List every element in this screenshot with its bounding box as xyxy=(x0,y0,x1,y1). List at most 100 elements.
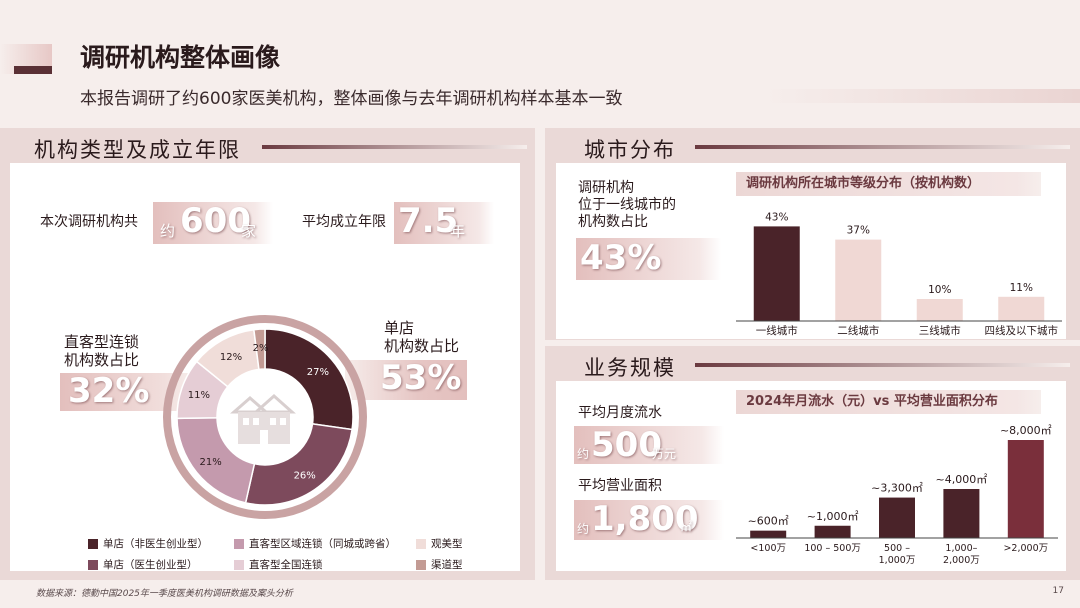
monthly-flow-label: 平均月度流水 xyxy=(578,405,662,421)
legend-swatch xyxy=(416,538,426,549)
donut-data-label: 26% xyxy=(294,471,316,482)
legend-swatch xyxy=(234,559,244,570)
legend-swatch xyxy=(234,538,244,549)
category-tick-label: <100万 xyxy=(750,543,786,554)
donut-data-label: 21% xyxy=(200,457,222,468)
city-distribution-title-line xyxy=(695,145,1070,149)
city-distribution-title: 城市分布 xyxy=(584,138,676,162)
category-tick-label: 1,000万 xyxy=(879,555,916,566)
bar xyxy=(750,530,787,538)
legend-label: 单店（医生创业型） xyxy=(103,559,198,571)
business-chart-title: 2024年月流水（元）vs 平均营业面积分布 xyxy=(736,390,1041,414)
donut-data-label: 2% xyxy=(253,343,269,354)
bar xyxy=(916,299,963,321)
single-share-pill xyxy=(345,360,467,400)
bar xyxy=(998,296,1045,321)
category-tick-label: 四线及以下城市 xyxy=(985,324,1059,337)
page-number: 17 xyxy=(1052,586,1064,596)
header-decoration-right xyxy=(764,89,1080,103)
city-chart-title: 调研机构所在城市等级分布（按机构数） xyxy=(736,172,1041,196)
city-share-pill xyxy=(576,238,721,280)
category-tick-label: 100 – 500万 xyxy=(804,543,861,554)
category-tick-label: 1,000– xyxy=(945,543,977,554)
business-scale-title: 业务规模 xyxy=(584,356,676,380)
bar-data-label: ~1,000㎡ xyxy=(807,510,859,523)
monthly-flow-value: 500 xyxy=(591,425,662,465)
bar-data-label: ~3,300㎡ xyxy=(871,482,923,495)
institution-type-title: 机构类型及成立年限 xyxy=(34,138,241,162)
bar xyxy=(943,489,980,538)
donut-data-label: 11% xyxy=(188,390,210,401)
bar xyxy=(753,226,800,321)
city-share-value: 43% xyxy=(580,238,662,278)
legend-swatch xyxy=(416,559,426,570)
total-count-unit: 家 xyxy=(241,222,257,240)
legend-swatch xyxy=(88,559,98,570)
total-count-pill xyxy=(153,202,273,244)
bar xyxy=(1007,440,1044,538)
legend-item: 直客型区域连锁（同城或跨省） xyxy=(234,536,416,551)
legend-label: 单店（非医生创业型） xyxy=(103,538,208,550)
legend-item: 渠道型 xyxy=(416,557,496,572)
house-icon xyxy=(230,393,296,444)
legend-item: 观美型 xyxy=(416,536,496,551)
bar-data-label: 43% xyxy=(765,211,788,223)
donut-outer-ring xyxy=(163,315,367,519)
bar-data-label: 10% xyxy=(928,284,951,296)
category-tick-label: >2,000万 xyxy=(1003,543,1048,554)
legend-label: 直客型全国连锁 xyxy=(249,559,323,571)
legend-item: 单店（非医生创业型） xyxy=(88,536,234,551)
avg-age-label: 平均成立年限 xyxy=(302,214,386,230)
city-bar-chart: 43% 一线城市 37% 二线城市 10% 三线城市 11% 四线及以下城市 xyxy=(736,211,1062,337)
bar-data-label: ~600㎡ xyxy=(748,515,789,528)
data-source-note: 数据来源：德勤中国2025年一季度医美机构调研数据及案头分析 xyxy=(36,589,293,599)
chain-share-label-1: 直客型连锁 xyxy=(64,333,140,351)
institution-type-title-line xyxy=(262,145,527,149)
bar-data-label: 37% xyxy=(847,225,870,237)
donut-data-label: 12% xyxy=(220,352,242,363)
monthly-flow-prefix: 约 xyxy=(577,447,590,461)
category-tick-label: 2,000万 xyxy=(943,555,980,566)
legend-swatch xyxy=(88,538,98,549)
single-share-value: 53% xyxy=(380,358,462,398)
category-tick-label: 500 – xyxy=(884,543,910,554)
legend-item: 直客型全国连锁 xyxy=(234,557,416,572)
avg-age-unit: 年 xyxy=(450,222,466,240)
legend-label: 直客型区域连锁（同城或跨省） xyxy=(249,538,396,550)
category-tick-label: 三线城市 xyxy=(919,324,961,337)
total-count-prefix: 约 xyxy=(160,222,176,240)
legend-item: 单店（医生创业型） xyxy=(88,557,234,572)
bar-data-label: ~8,000㎡ xyxy=(1000,424,1052,437)
institution-type-donut-chart: 27% 26% 21% 11% 12% 2% xyxy=(163,315,367,519)
monthly-flow-unit: 万元 xyxy=(652,447,677,461)
single-share-label-1: 单店 xyxy=(384,319,415,337)
avg-area-pill xyxy=(574,500,724,540)
city-label-3: 机构数占比 xyxy=(578,214,648,230)
avg-area-prefix: 约 xyxy=(577,522,590,536)
avg-area-label: 平均营业面积 xyxy=(578,478,662,494)
avg-area-unit: ㎡ xyxy=(680,520,693,534)
monthly-flow-pill xyxy=(574,426,724,464)
business-scale-title-line xyxy=(695,363,1070,367)
chain-share-label-2: 机构数占比 xyxy=(64,351,140,369)
legend-label: 渠道型 xyxy=(431,559,463,571)
donut-data-label: 27% xyxy=(307,367,329,378)
bar-data-label: 11% xyxy=(1010,282,1033,294)
bar xyxy=(835,239,882,321)
bar xyxy=(879,497,915,538)
avg-age-value: 7.5 xyxy=(398,201,459,241)
bar-data-label: ~4,000㎡ xyxy=(936,473,988,486)
category-tick-label: 一线城市 xyxy=(756,324,798,337)
total-count-label: 本次调研机构共 xyxy=(40,214,138,230)
single-share-label-2: 机构数占比 xyxy=(384,337,460,355)
page-title: 调研机构整体画像 xyxy=(80,43,281,72)
avg-age-pill xyxy=(394,202,494,244)
page-subtitle: 本报告调研了约600家医美机构，整体画像与去年调研机构样本基本一致 xyxy=(80,89,623,109)
bar xyxy=(814,525,851,538)
category-tick-label: 二线城市 xyxy=(837,324,879,337)
total-count-value: 600 xyxy=(180,201,251,241)
header-decoration-accent xyxy=(14,66,52,74)
chain-share-value: 32% xyxy=(68,371,150,411)
donut-legend: 单店（非医生创业型） 直客型区域连锁（同城或跨省） 观美型 单店（医生创业型） … xyxy=(88,536,508,572)
